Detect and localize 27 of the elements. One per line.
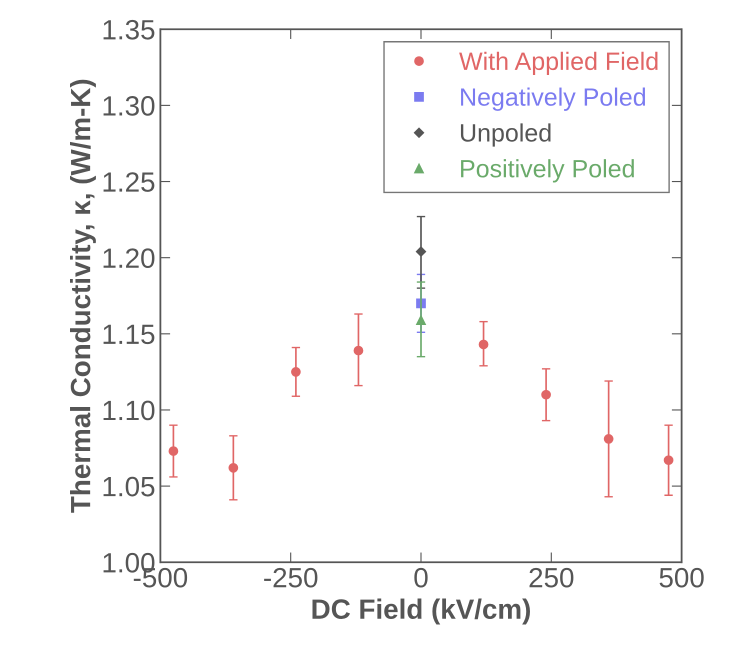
point [478,340,488,350]
y-tick-label: 1.10 [104,400,154,420]
x-tick-label: 0 [414,568,428,588]
x-tick-label: 500 [660,568,704,588]
legend-label: Unpoled [460,123,551,147]
point [541,390,551,400]
x-tick-label: -250 [264,568,318,588]
y-tick-label: 1.25 [104,172,154,192]
legend-label: With Applied Field [459,52,658,76]
y-tick-label: 1.30 [104,96,154,116]
legend-label: Positively Poled [461,159,634,182]
point [354,346,364,356]
y-axis-title: Thermal Conductivity, κ, (W/m-K) [70,80,96,513]
y-tick-label: 1.15 [104,324,154,344]
point [168,446,178,456]
x-tick-label: 250 [530,568,574,588]
point [291,367,301,377]
y-tick-label: 1.35 [104,20,154,40]
y-tick-label: 1.05 [104,476,154,496]
x-axis-title: DC Field (kV/cm) [312,598,530,624]
point [604,434,614,444]
point [416,246,426,257]
legend-label: Negatively Poled [461,88,646,111]
point [228,462,238,473]
y-tick-label: 1.20 [104,248,154,268]
point [664,455,674,466]
point [416,315,426,325]
